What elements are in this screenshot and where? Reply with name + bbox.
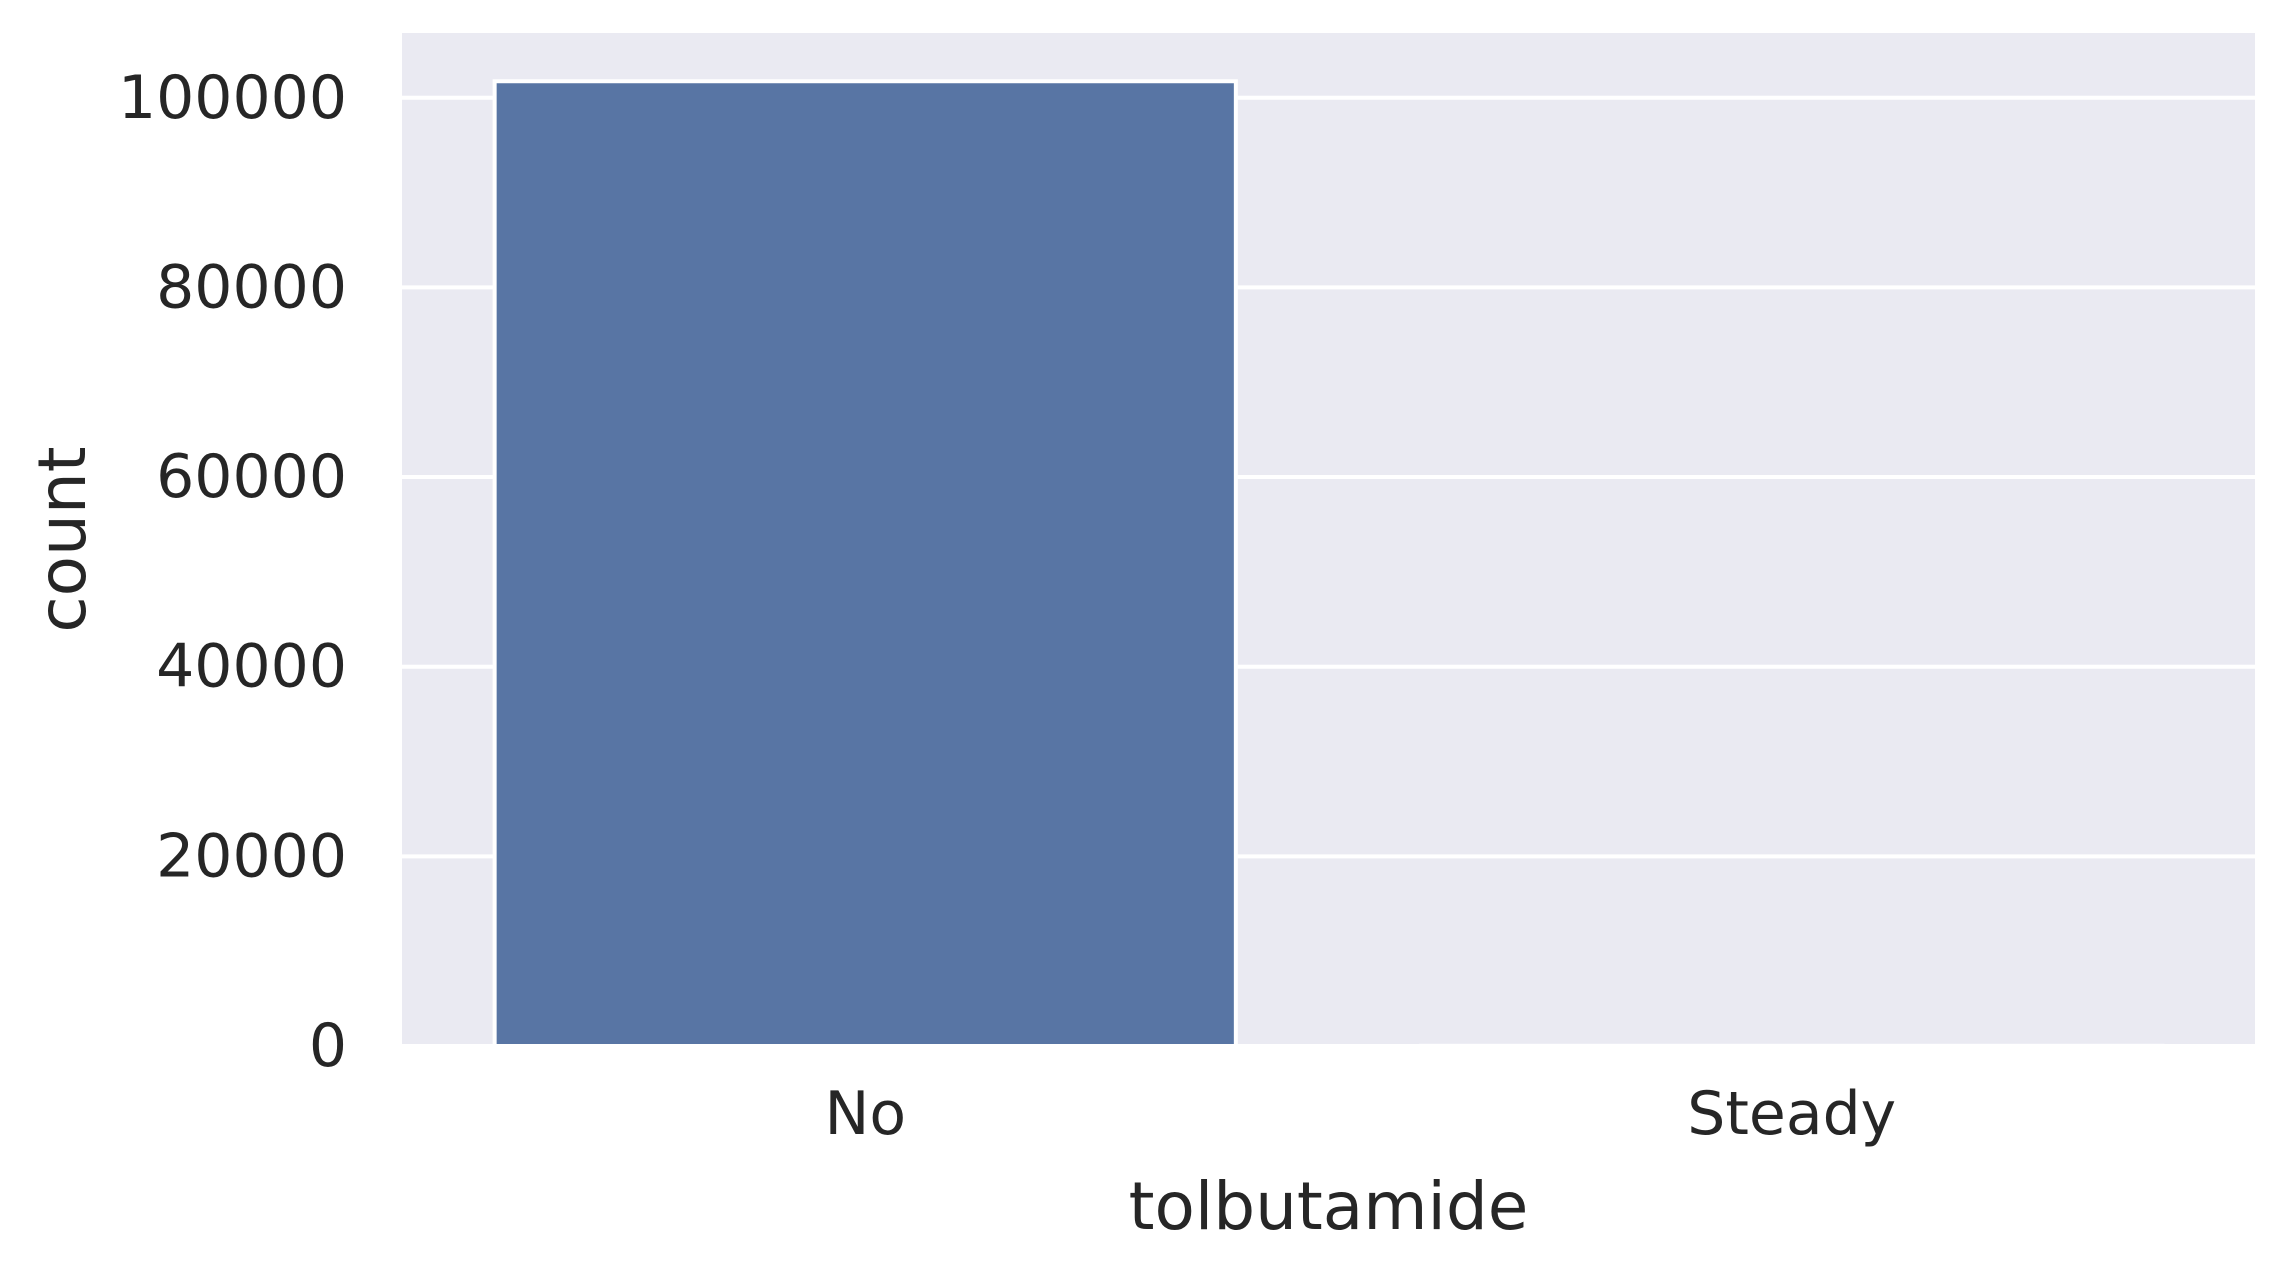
x-axis-label: tolbutamide	[1129, 1168, 1529, 1245]
y-tick-label-80000: 80000	[156, 252, 347, 322]
y-tick-label-20000: 20000	[156, 821, 347, 891]
y-axis-label: count	[24, 446, 101, 632]
y-tick-labels: 0 20000 40000 60000 80000 100000	[118, 63, 347, 1081]
y-tick-label-0: 0	[309, 1011, 347, 1081]
x-tick-label-steady: Steady	[1687, 1079, 1896, 1149]
bar-no	[495, 81, 1236, 1046]
y-tick-label-40000: 40000	[156, 632, 347, 702]
x-tick-labels: No Steady	[824, 1079, 1896, 1149]
x-tick-label-no: No	[824, 1079, 906, 1149]
y-tick-label-100000: 100000	[118, 63, 347, 133]
y-tick-label-60000: 60000	[156, 442, 347, 512]
